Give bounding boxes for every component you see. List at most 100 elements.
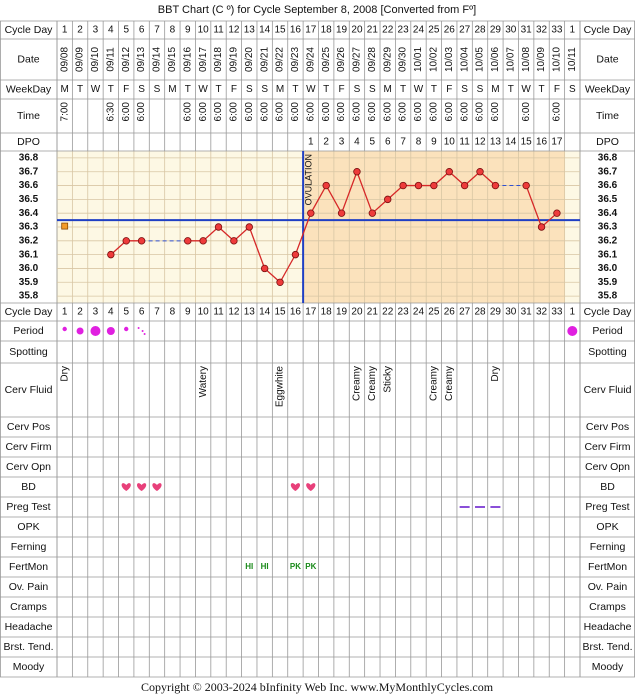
cerv-fluid: Creamy xyxy=(444,366,455,401)
cycle-day: 21 xyxy=(367,25,379,36)
time: 6:00 xyxy=(213,102,224,122)
cycle-day: 25 xyxy=(428,25,440,36)
time: 6:00 xyxy=(259,102,270,122)
date: 09/14 xyxy=(152,47,163,72)
row-label: Moody xyxy=(592,661,624,673)
cycle-day: 7 xyxy=(154,307,160,318)
cycle-day: 15 xyxy=(274,25,286,36)
row-label: Cerv Opn xyxy=(585,461,630,473)
spotting-dot xyxy=(141,330,144,332)
cycle-day: 26 xyxy=(444,307,456,318)
time: 6:00 xyxy=(321,102,332,122)
temperature-point xyxy=(491,181,500,190)
cycle-day: 31 xyxy=(521,307,533,318)
cycle-day: 10 xyxy=(198,307,210,318)
time: 6:00 xyxy=(244,102,255,122)
fertmon: PK xyxy=(290,562,301,571)
row-label: Cycle Day xyxy=(5,24,54,36)
date: 09/24 xyxy=(305,47,316,72)
fertmon: HI xyxy=(245,562,253,571)
row-label: Cerv Firm xyxy=(584,441,630,453)
cycle-day: 7 xyxy=(154,25,160,36)
time: 6:00 xyxy=(444,102,455,122)
cycle-day: 1 xyxy=(570,25,576,36)
weekday: W xyxy=(198,84,208,95)
cycle-day: 8 xyxy=(170,25,176,36)
fertmon: HI xyxy=(261,562,269,571)
cycle-day: 30 xyxy=(505,307,517,318)
date: 09/13 xyxy=(136,47,147,72)
row-label: Cerv Firm xyxy=(5,441,51,453)
row-label: WeekDay xyxy=(6,83,52,95)
dpo: 15 xyxy=(521,137,533,148)
weekday: S xyxy=(154,84,161,95)
cerv-fluid: Dry xyxy=(490,366,501,382)
temperature-point xyxy=(276,278,284,286)
row-label: Period xyxy=(13,325,44,337)
cycle-day: 32 xyxy=(536,307,548,318)
row-label: Ferning xyxy=(590,541,626,553)
date: 09/27 xyxy=(352,47,363,72)
cycle-day: 14 xyxy=(259,307,271,318)
time: 6:00 xyxy=(490,102,501,122)
weekday: T xyxy=(538,84,544,95)
date: 09/29 xyxy=(382,47,393,72)
temperature-point xyxy=(522,181,530,190)
weekday: T xyxy=(431,84,437,95)
temperature-point xyxy=(260,264,269,273)
y-tick-label: 36.4 xyxy=(598,208,618,219)
cycle-day: 11 xyxy=(213,25,224,36)
y-tick-label: 36.8 xyxy=(19,153,39,164)
weekday: T xyxy=(508,84,514,95)
dpo: 14 xyxy=(505,137,517,148)
row-label: Cycle Day xyxy=(584,306,633,318)
date: 09/11 xyxy=(105,47,116,72)
dpo: 7 xyxy=(400,137,406,148)
weekday: W xyxy=(91,84,101,95)
weekday: T xyxy=(108,84,114,95)
cycle-day: 30 xyxy=(505,25,517,36)
weekday: S xyxy=(369,84,376,95)
row-label: BD xyxy=(21,481,36,493)
date: 09/09 xyxy=(75,47,86,72)
temperature-point xyxy=(476,168,484,176)
cycle-day: 10 xyxy=(198,25,210,36)
row-label: Spotting xyxy=(588,346,627,358)
weekday: S xyxy=(569,84,576,95)
cycle-day: 20 xyxy=(351,307,363,318)
y-tick-label: 36.1 xyxy=(19,249,39,260)
row-label: Moody xyxy=(13,661,45,673)
dpo: 17 xyxy=(551,137,563,148)
date: 10/01 xyxy=(413,47,424,72)
y-tick-label: 36.4 xyxy=(19,208,39,219)
y-tick-label: 36.7 xyxy=(19,166,39,177)
temperature-point xyxy=(230,237,238,245)
row-label: Cerv Opn xyxy=(6,461,51,473)
cycle-day: 24 xyxy=(413,25,425,36)
cycle-day: 17 xyxy=(305,25,317,36)
temperature-point xyxy=(245,223,253,231)
row-label: Time xyxy=(596,110,619,122)
heart-icon xyxy=(306,483,316,491)
dpo: 4 xyxy=(354,137,360,148)
temperature-point xyxy=(414,181,423,190)
row-label: Date xyxy=(17,53,39,65)
weekday: T xyxy=(400,84,406,95)
cycle-day: 22 xyxy=(382,25,394,36)
date: 09/25 xyxy=(321,47,332,72)
row-label: Cycle Day xyxy=(584,24,633,36)
chart-title: BBT Chart (C º) for Cycle September 8, 2… xyxy=(158,4,476,16)
cycle-day: 33 xyxy=(551,25,563,36)
cerv-fluid: Sticky xyxy=(382,366,393,393)
cycle-day: 29 xyxy=(490,307,502,318)
y-tick-label: 36.0 xyxy=(598,263,618,274)
cycle-day: 1 xyxy=(570,307,576,318)
period-icon xyxy=(124,326,129,332)
cerv-fluid: Creamy xyxy=(352,366,363,401)
cycle-day: 13 xyxy=(244,25,256,36)
row-label: Cycle Day xyxy=(5,306,54,318)
row-label: WeekDay xyxy=(585,83,631,95)
date: 09/10 xyxy=(90,47,101,72)
